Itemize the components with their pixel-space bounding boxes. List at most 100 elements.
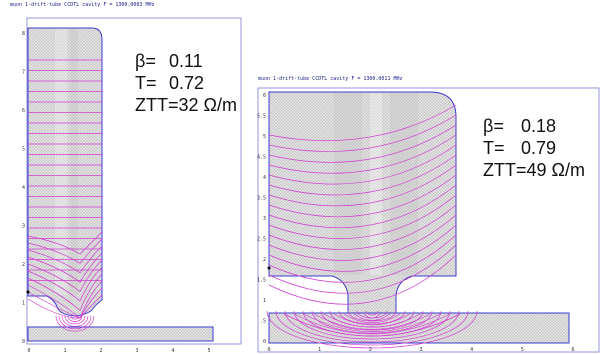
- field-line: [268, 164, 457, 207]
- field-line: [268, 144, 457, 185]
- y-tick-label: 1: [22, 301, 25, 307]
- field-line: [363, 313, 381, 319]
- y-tick-label: 1.5: [257, 278, 266, 284]
- y-tick-label: 4: [263, 175, 266, 181]
- field-line: [320, 310, 424, 331]
- right-marker-dot: [267, 266, 271, 270]
- x-tick-label: 2: [369, 347, 372, 353]
- x-tick-label: 0: [267, 347, 270, 353]
- field-line: [275, 310, 469, 346]
- field-line: [313, 313, 431, 330]
- field-line: [323, 313, 421, 328]
- y-tick-label: 3: [22, 224, 25, 230]
- ztt-value: ZTT=49 Ω/m: [483, 160, 585, 180]
- field-line: [303, 313, 441, 332]
- right-parameters: β= 0.18 T= 0.79 ZTT=49 Ω/m: [483, 115, 585, 181]
- x-tick-label: 4: [171, 348, 174, 354]
- left-y-ticks: 8 7 6 5 4 3 2 1 0: [22, 31, 25, 345]
- field-line: [343, 313, 401, 324]
- field-line: [55, 315, 95, 332]
- field-line: [268, 214, 457, 261]
- right-beam-pipe: [268, 312, 570, 344]
- beta-label: β=: [483, 116, 504, 136]
- field-line: [27, 294, 103, 319]
- field-line: [27, 273, 103, 311]
- left-cavity-plot: 8 7 6 5 4 3 2 1 0 0 1 2 3 4 5: [22, 17, 242, 354]
- y-tick-label: 5: [263, 134, 266, 140]
- y-tick-label: 2: [263, 257, 266, 263]
- right-field-lines: [266, 104, 478, 349]
- field-line: [27, 259, 103, 293]
- field-line: [27, 231, 103, 255]
- field-line: [27, 245, 103, 274]
- field-line: [293, 313, 451, 335]
- field-line: [347, 310, 397, 322]
- y-tick-label: 4: [22, 185, 25, 191]
- left-cavity-region: [27, 27, 103, 317]
- field-line: [268, 154, 457, 196]
- x-tick-label: 1: [318, 347, 321, 353]
- field-line: [268, 184, 457, 229]
- field-line: [27, 252, 103, 283]
- t-label: T=: [483, 138, 505, 158]
- left-beam-pipe: [27, 326, 214, 342]
- field-line: [268, 224, 457, 272]
- x-tick-label: 6: [571, 347, 574, 353]
- y-tick-label: 5.5: [257, 114, 266, 120]
- x-tick-label: 0: [27, 348, 30, 354]
- field-line: [268, 174, 457, 218]
- field-line: [268, 234, 457, 283]
- left-plot-title: muon 1-drift-tube CCDTL cavity F = 1300.…: [10, 2, 155, 8]
- y-tick-label: 6: [263, 93, 266, 99]
- x-tick-label: 3: [135, 348, 138, 354]
- field-line: [365, 310, 379, 316]
- beta-value: 0.11: [169, 51, 203, 71]
- field-line: [333, 313, 411, 326]
- field-line: [268, 104, 457, 142]
- right-x-ticks: 0 1 2 3 4 5 6: [267, 347, 574, 353]
- t-label: T=: [135, 73, 157, 93]
- y-tick-label: 0: [263, 339, 266, 345]
- y-tick-label: 6: [22, 108, 25, 114]
- field-line: [266, 310, 478, 349]
- field-line: [268, 204, 457, 250]
- field-line: [27, 266, 103, 302]
- left-field-lines: [27, 59, 103, 332]
- field-line: [27, 238, 103, 264]
- field-line: [268, 244, 457, 294]
- y-tick-label: 4.5: [257, 155, 266, 161]
- field-line: [58, 315, 92, 330]
- right-y-ticks: 65.554.543.532.521.51.50: [257, 93, 266, 345]
- y-tick-label: 2.5: [257, 237, 266, 243]
- field-line: [293, 310, 451, 340]
- x-tick-label: 3: [419, 347, 422, 353]
- left-x-ticks: 0 1 2 3 4 5: [27, 348, 210, 354]
- field-line: [67, 315, 83, 322]
- y-tick-label: 3.5: [257, 196, 266, 202]
- field-line: [268, 124, 457, 163]
- y-tick-label: 0: [22, 339, 25, 345]
- field-line: [268, 254, 457, 305]
- x-tick-label: 1: [63, 348, 66, 354]
- y-tick-label: 2: [22, 262, 25, 268]
- t-value: 0.79: [521, 138, 557, 158]
- y-tick-label: 1: [263, 298, 266, 304]
- field-line: [284, 310, 460, 343]
- ztt-value: ZTT=32 Ω/m: [135, 95, 237, 115]
- x-tick-label: 4: [470, 347, 473, 353]
- field-line: [338, 310, 406, 325]
- field-line: [64, 315, 86, 325]
- field-line: [353, 313, 391, 321]
- y-tick-label: 5: [22, 147, 25, 153]
- right-cavity-region: [268, 91, 457, 314]
- left-cavity-panel: 8 7 6 5 4 3 2 1 0 0 1 2 3 4 5 muon 1-drift-tube CCDTL…: [0, 0, 246, 354]
- y-tick-label: .5: [260, 319, 266, 325]
- x-tick-label: 2: [99, 348, 102, 354]
- left-marker-dot: [26, 290, 30, 294]
- y-tick-label: 8: [22, 31, 25, 37]
- y-tick-label: 3: [263, 216, 266, 222]
- field-line: [268, 114, 457, 152]
- field-line: [268, 194, 457, 239]
